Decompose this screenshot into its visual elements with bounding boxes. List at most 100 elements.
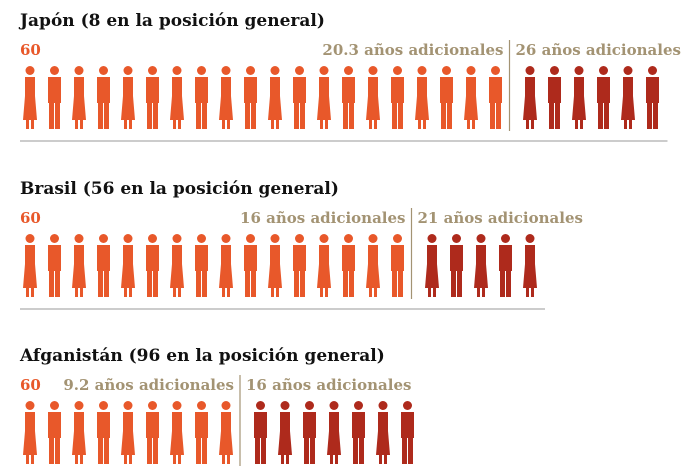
leg (196, 437, 201, 464)
leg (629, 119, 632, 129)
head (442, 66, 451, 75)
leg (343, 102, 348, 129)
head (74, 401, 84, 410)
leg (433, 287, 436, 297)
head (148, 401, 157, 410)
leg (26, 454, 29, 464)
torso (525, 245, 535, 265)
person-icon (170, 234, 184, 297)
leg (124, 287, 127, 297)
head (417, 66, 427, 75)
head (25, 66, 35, 75)
head (197, 66, 206, 75)
leg (153, 102, 158, 129)
torso (646, 77, 659, 103)
leg (575, 119, 578, 129)
leg (271, 287, 274, 297)
leg (80, 454, 83, 464)
head (476, 234, 486, 243)
head (172, 66, 182, 75)
leg (500, 270, 505, 297)
leg (286, 454, 289, 464)
head (344, 66, 353, 75)
head (99, 401, 108, 410)
torso (548, 77, 561, 103)
head (354, 401, 363, 410)
person-icon (146, 66, 159, 129)
leg (147, 270, 152, 297)
leg (408, 437, 413, 464)
head (403, 401, 412, 410)
torso (244, 245, 257, 271)
head (305, 401, 314, 410)
leg (300, 270, 305, 297)
leg (335, 454, 338, 464)
person-icon (440, 66, 453, 129)
leg (124, 119, 127, 129)
leg (251, 102, 256, 129)
leg (477, 287, 480, 297)
leg (55, 437, 60, 464)
head (452, 234, 461, 243)
skirt (464, 96, 478, 120)
leg (75, 287, 78, 297)
leg (343, 270, 348, 297)
row-title: Japón (8 en la posición general) (18, 11, 325, 31)
head (172, 234, 182, 243)
leg (330, 454, 333, 464)
person-icon (415, 66, 429, 129)
torso (221, 245, 231, 265)
torso (427, 245, 437, 265)
skirt (268, 96, 282, 120)
person-icon (72, 66, 86, 129)
leg (374, 287, 377, 297)
leg (104, 270, 109, 297)
leg (402, 437, 407, 464)
leg (178, 119, 181, 129)
torso (499, 245, 512, 271)
head (329, 401, 339, 410)
skirt (219, 431, 233, 455)
leg (55, 270, 60, 297)
head (648, 66, 657, 75)
leg (320, 287, 323, 297)
leg (147, 437, 152, 464)
leg (604, 102, 609, 129)
head (123, 234, 133, 243)
leg (80, 287, 83, 297)
leg (245, 270, 250, 297)
head (344, 234, 353, 243)
person-icon (48, 234, 61, 297)
torso (172, 245, 182, 265)
start-label: 60 (20, 41, 41, 59)
person-icon (391, 66, 404, 129)
head (246, 234, 255, 243)
torso (466, 77, 476, 97)
leg (369, 287, 372, 297)
label-b: 16 años adicionales (246, 376, 411, 394)
person-icon (268, 66, 282, 129)
head (221, 234, 231, 243)
leg (276, 119, 279, 129)
leg (441, 102, 446, 129)
skirt (572, 96, 586, 120)
head (172, 401, 182, 410)
torso (574, 77, 584, 97)
label-a: 16 años adicionales (240, 209, 405, 227)
skirt (170, 431, 184, 455)
leg (31, 119, 34, 129)
leg (531, 119, 534, 129)
person-icon (278, 401, 292, 464)
leg (129, 287, 132, 297)
torso (48, 77, 61, 103)
leg (202, 102, 207, 129)
person-icon (572, 66, 586, 129)
torso (48, 245, 61, 271)
head (221, 401, 231, 410)
head (295, 234, 304, 243)
person-icon (121, 66, 135, 129)
skirt (219, 96, 233, 120)
person-icon (366, 66, 380, 129)
person-icon (244, 234, 257, 297)
label-b: 21 años adicionales (418, 209, 583, 227)
